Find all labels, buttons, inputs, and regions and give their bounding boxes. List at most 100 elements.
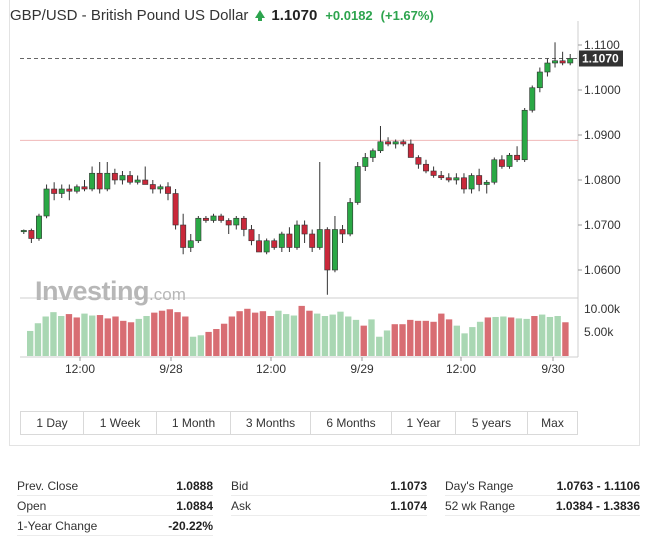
candle-body	[294, 224, 300, 248]
volume-bar	[197, 335, 205, 356]
period-6-months[interactable]: 6 Months	[311, 412, 392, 434]
y-tick-label: 1.1000	[584, 83, 621, 97]
volume-bar	[151, 312, 158, 356]
candle-body	[256, 240, 263, 253]
volume-bar	[298, 305, 305, 356]
volume-bar	[112, 316, 119, 356]
volume-bar	[104, 318, 111, 356]
volume-bar	[275, 310, 282, 356]
candle-body	[324, 229, 331, 271]
stat-bid: Bid 1.1073	[231, 476, 427, 496]
candle-body	[483, 181, 490, 185]
candle-body	[36, 215, 42, 239]
candle-body	[536, 71, 543, 89]
candle-body	[172, 193, 179, 226]
volume-bar	[484, 317, 492, 356]
candle-body	[400, 141, 407, 145]
quote-header: GBP/USD - British Pound US Dollar 1.1070…	[10, 4, 434, 26]
candle-body	[430, 170, 437, 176]
volume-bar	[135, 318, 142, 356]
period-1-week[interactable]: 1 Week	[84, 412, 157, 434]
candle-body	[278, 233, 285, 248]
candle-body	[468, 175, 475, 190]
candle-body	[567, 58, 574, 64]
volume-bar	[538, 314, 546, 356]
candle-body	[271, 240, 278, 248]
candle-body	[187, 240, 194, 248]
volume-bar	[267, 316, 274, 356]
price-change-percent: (+1.67%)	[380, 7, 434, 23]
candle-body	[43, 188, 50, 217]
candle-body	[339, 229, 346, 235]
volume-bar	[96, 315, 104, 356]
volume-bar	[383, 330, 391, 356]
volume-tick-label: 10.00k	[584, 302, 621, 316]
candlestick-chart[interactable]: 1.1100 1.1000 1.0900 1.0800 1.0700 1.0600 1.10…	[0, 0, 653, 400]
volume-bar	[65, 314, 73, 356]
volume-bar	[368, 319, 375, 356]
candle-body	[377, 141, 384, 152]
volume-bar	[546, 316, 554, 356]
y-tick-label: 1.0700	[584, 218, 621, 232]
candle-body	[552, 60, 558, 64]
instrument-title: GBP/USD - British Pound US Dollar	[10, 6, 249, 24]
candle-body	[529, 87, 536, 111]
volume-bar	[476, 321, 484, 356]
volume-bar	[414, 320, 422, 356]
candle-body	[195, 217, 202, 242]
volume-bar	[42, 316, 49, 356]
candle-body	[309, 233, 316, 248]
candle-body	[498, 159, 505, 167]
candle-body	[407, 143, 414, 158]
period-max[interactable]: Max	[541, 416, 564, 430]
volume-bar	[89, 315, 96, 356]
volume-bar	[244, 308, 251, 356]
period-3-months[interactable]: 3 Months	[231, 412, 311, 434]
candle-body	[119, 175, 126, 181]
volume-bar	[507, 317, 515, 356]
volume-bar	[523, 318, 530, 356]
candle-body	[506, 154, 513, 167]
candle-body	[81, 186, 88, 190]
volume-bar	[407, 319, 414, 356]
volume-bar	[515, 318, 523, 356]
volume-bar	[531, 316, 538, 356]
volume-bar	[34, 323, 42, 356]
candle-body	[438, 175, 445, 179]
chart-frame	[9, 0, 640, 446]
candle-body	[73, 186, 80, 192]
x-tick-label: 9/30	[541, 362, 565, 376]
period-5-years[interactable]: 5 years	[456, 412, 528, 434]
candle-body	[445, 177, 452, 181]
period-1-day[interactable]: 1 Day	[21, 412, 84, 434]
price-change: +0.0182	[325, 7, 373, 23]
candle-body	[28, 230, 35, 239]
volume-bar	[127, 322, 135, 356]
candle-body	[301, 224, 308, 235]
volume-bar	[469, 327, 476, 356]
volume-bar	[391, 324, 398, 356]
candle-body	[134, 179, 141, 183]
last-price-tag-label: 1.1070	[582, 52, 619, 66]
y-tick-label: 1.0600	[584, 263, 621, 277]
volume-bar	[554, 316, 561, 356]
last-price-tag	[579, 50, 623, 67]
volume-bar	[492, 316, 499, 356]
volume-bar	[337, 311, 344, 356]
volume-bar	[174, 312, 181, 356]
watermark-logo: Investing.com	[35, 276, 186, 306]
candle-body	[453, 177, 460, 181]
up-arrow-icon	[255, 10, 266, 21]
candle-body	[362, 157, 369, 167]
volume-bar	[259, 311, 267, 356]
period-1-year[interactable]: 1 Year	[392, 412, 456, 434]
candle-body	[286, 233, 293, 248]
candle-body	[218, 215, 225, 221]
candle-body	[20, 230, 27, 233]
candle-body	[392, 141, 399, 145]
candle-body	[96, 172, 103, 190]
stat-ask: Ask 1.1074	[231, 496, 427, 516]
candle-body	[347, 202, 354, 235]
period-1-month[interactable]: 1 Month	[157, 412, 231, 434]
volume-bar	[438, 313, 445, 356]
